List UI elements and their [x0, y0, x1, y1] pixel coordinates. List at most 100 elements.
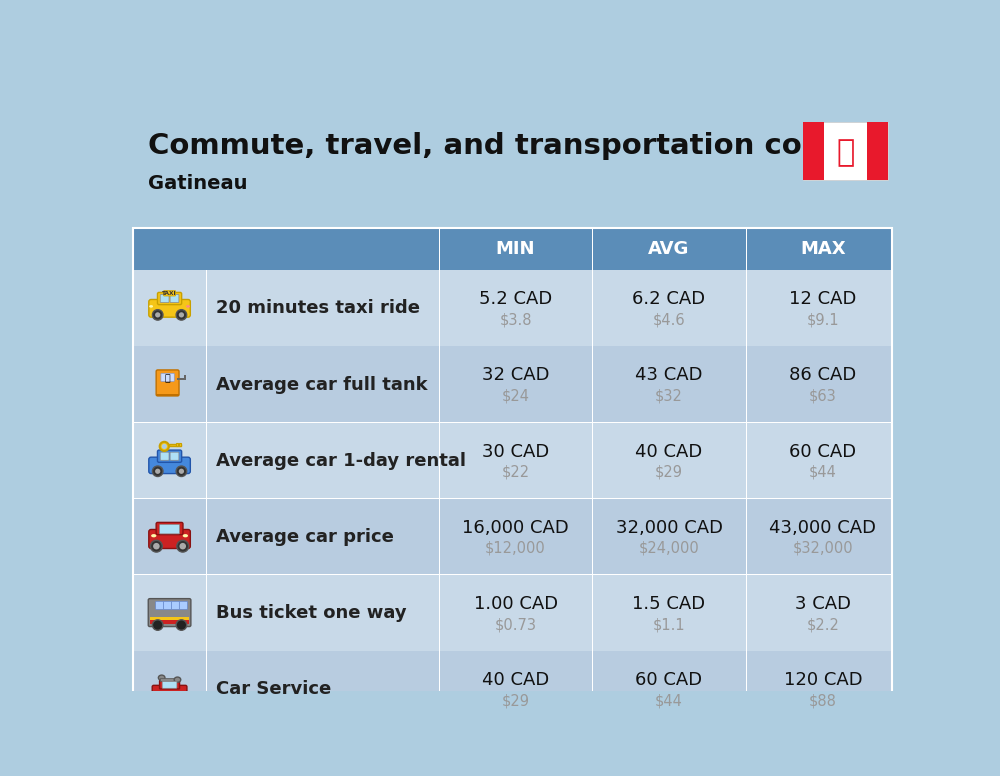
Text: $44: $44: [655, 694, 683, 708]
Text: 40 CAD: 40 CAD: [482, 671, 549, 689]
Text: Bus ticket one way: Bus ticket one way: [216, 605, 406, 622]
FancyBboxPatch shape: [152, 685, 187, 699]
Text: $29: $29: [655, 465, 683, 480]
FancyBboxPatch shape: [149, 457, 190, 473]
FancyBboxPatch shape: [160, 525, 180, 534]
Bar: [133, 228, 892, 728]
Text: 120 CAD: 120 CAD: [784, 671, 862, 689]
Text: 60 CAD: 60 CAD: [635, 671, 703, 689]
Bar: [133, 346, 892, 423]
Bar: [156, 393, 179, 397]
Circle shape: [152, 466, 163, 476]
Text: $22: $22: [502, 465, 530, 480]
Text: Average car full tank: Average car full tank: [216, 376, 427, 393]
Ellipse shape: [183, 534, 188, 537]
Text: MIN: MIN: [496, 240, 535, 258]
Text: Average car price: Average car price: [216, 528, 394, 546]
FancyBboxPatch shape: [179, 601, 187, 609]
Ellipse shape: [186, 305, 190, 307]
Bar: [133, 228, 892, 270]
Text: 1.5 CAD: 1.5 CAD: [632, 595, 706, 613]
Circle shape: [152, 620, 163, 630]
Ellipse shape: [149, 305, 153, 307]
Bar: [150, 620, 189, 625]
Text: 20 minutes taxi ride: 20 minutes taxi ride: [216, 300, 420, 317]
Text: 16,000 CAD: 16,000 CAD: [462, 519, 569, 537]
Text: 32 CAD: 32 CAD: [482, 366, 549, 384]
Bar: [177, 378, 185, 380]
FancyBboxPatch shape: [157, 293, 182, 305]
FancyBboxPatch shape: [161, 373, 174, 382]
Circle shape: [179, 469, 184, 474]
FancyBboxPatch shape: [170, 452, 179, 460]
Bar: [133, 499, 892, 575]
Bar: [133, 651, 892, 728]
Text: Average car 1-day rental: Average car 1-day rental: [216, 452, 466, 469]
Bar: [133, 575, 892, 651]
Circle shape: [156, 693, 165, 702]
Circle shape: [152, 310, 163, 320]
Text: TAXI: TAXI: [162, 291, 177, 296]
Bar: [803, 122, 888, 180]
Ellipse shape: [158, 675, 165, 681]
Text: $88: $88: [809, 694, 837, 708]
FancyBboxPatch shape: [160, 294, 169, 303]
Text: $32,000: $32,000: [793, 541, 853, 556]
Text: $3.8: $3.8: [499, 312, 532, 327]
Text: 43 CAD: 43 CAD: [635, 366, 703, 384]
FancyBboxPatch shape: [160, 452, 169, 460]
Bar: [160, 678, 176, 681]
Circle shape: [176, 620, 187, 630]
FancyBboxPatch shape: [148, 598, 191, 626]
FancyBboxPatch shape: [160, 681, 180, 689]
FancyBboxPatch shape: [171, 601, 180, 609]
Circle shape: [160, 442, 169, 451]
Text: 6.2 CAD: 6.2 CAD: [632, 290, 706, 308]
Text: Commute, travel, and transportation costs: Commute, travel, and transportation cost…: [148, 132, 851, 160]
Text: $12,000: $12,000: [485, 541, 546, 556]
Ellipse shape: [151, 534, 156, 537]
Bar: [133, 270, 892, 346]
FancyBboxPatch shape: [164, 290, 176, 296]
Circle shape: [176, 310, 187, 320]
Circle shape: [155, 312, 160, 317]
FancyBboxPatch shape: [149, 529, 190, 549]
Text: $24,000: $24,000: [639, 541, 699, 556]
FancyBboxPatch shape: [157, 450, 182, 462]
Text: Car Service: Car Service: [216, 681, 331, 698]
Text: $63: $63: [809, 389, 837, 404]
Circle shape: [162, 444, 167, 449]
Text: $32: $32: [655, 389, 683, 404]
Text: 🍁: 🍁: [837, 138, 855, 167]
Circle shape: [177, 540, 189, 552]
Text: 5.2 CAD: 5.2 CAD: [479, 290, 552, 308]
Text: $1.1: $1.1: [653, 617, 685, 632]
Text: $44: $44: [809, 465, 837, 480]
Text: $4.6: $4.6: [653, 312, 685, 327]
FancyBboxPatch shape: [170, 294, 179, 303]
Bar: [184, 375, 186, 380]
FancyBboxPatch shape: [164, 601, 172, 609]
Text: 32,000 CAD: 32,000 CAD: [616, 519, 723, 537]
Text: 86 CAD: 86 CAD: [789, 366, 857, 384]
Text: 60 CAD: 60 CAD: [789, 442, 856, 461]
Text: $0.73: $0.73: [495, 617, 537, 632]
Bar: [179, 443, 181, 445]
Text: 43,000 CAD: 43,000 CAD: [769, 519, 876, 537]
Circle shape: [153, 543, 160, 549]
Circle shape: [150, 540, 162, 552]
Circle shape: [155, 469, 160, 474]
Circle shape: [176, 466, 187, 476]
Text: $2.2: $2.2: [806, 617, 839, 632]
Circle shape: [179, 543, 186, 549]
FancyBboxPatch shape: [156, 601, 164, 609]
Bar: [150, 616, 189, 620]
Bar: [867, 122, 888, 180]
Text: 💧: 💧: [165, 374, 170, 383]
Text: MAX: MAX: [800, 240, 846, 258]
FancyBboxPatch shape: [149, 300, 190, 317]
Text: $9.1: $9.1: [807, 312, 839, 327]
Ellipse shape: [174, 677, 181, 682]
Text: AVG: AVG: [648, 240, 690, 258]
Circle shape: [174, 693, 183, 702]
